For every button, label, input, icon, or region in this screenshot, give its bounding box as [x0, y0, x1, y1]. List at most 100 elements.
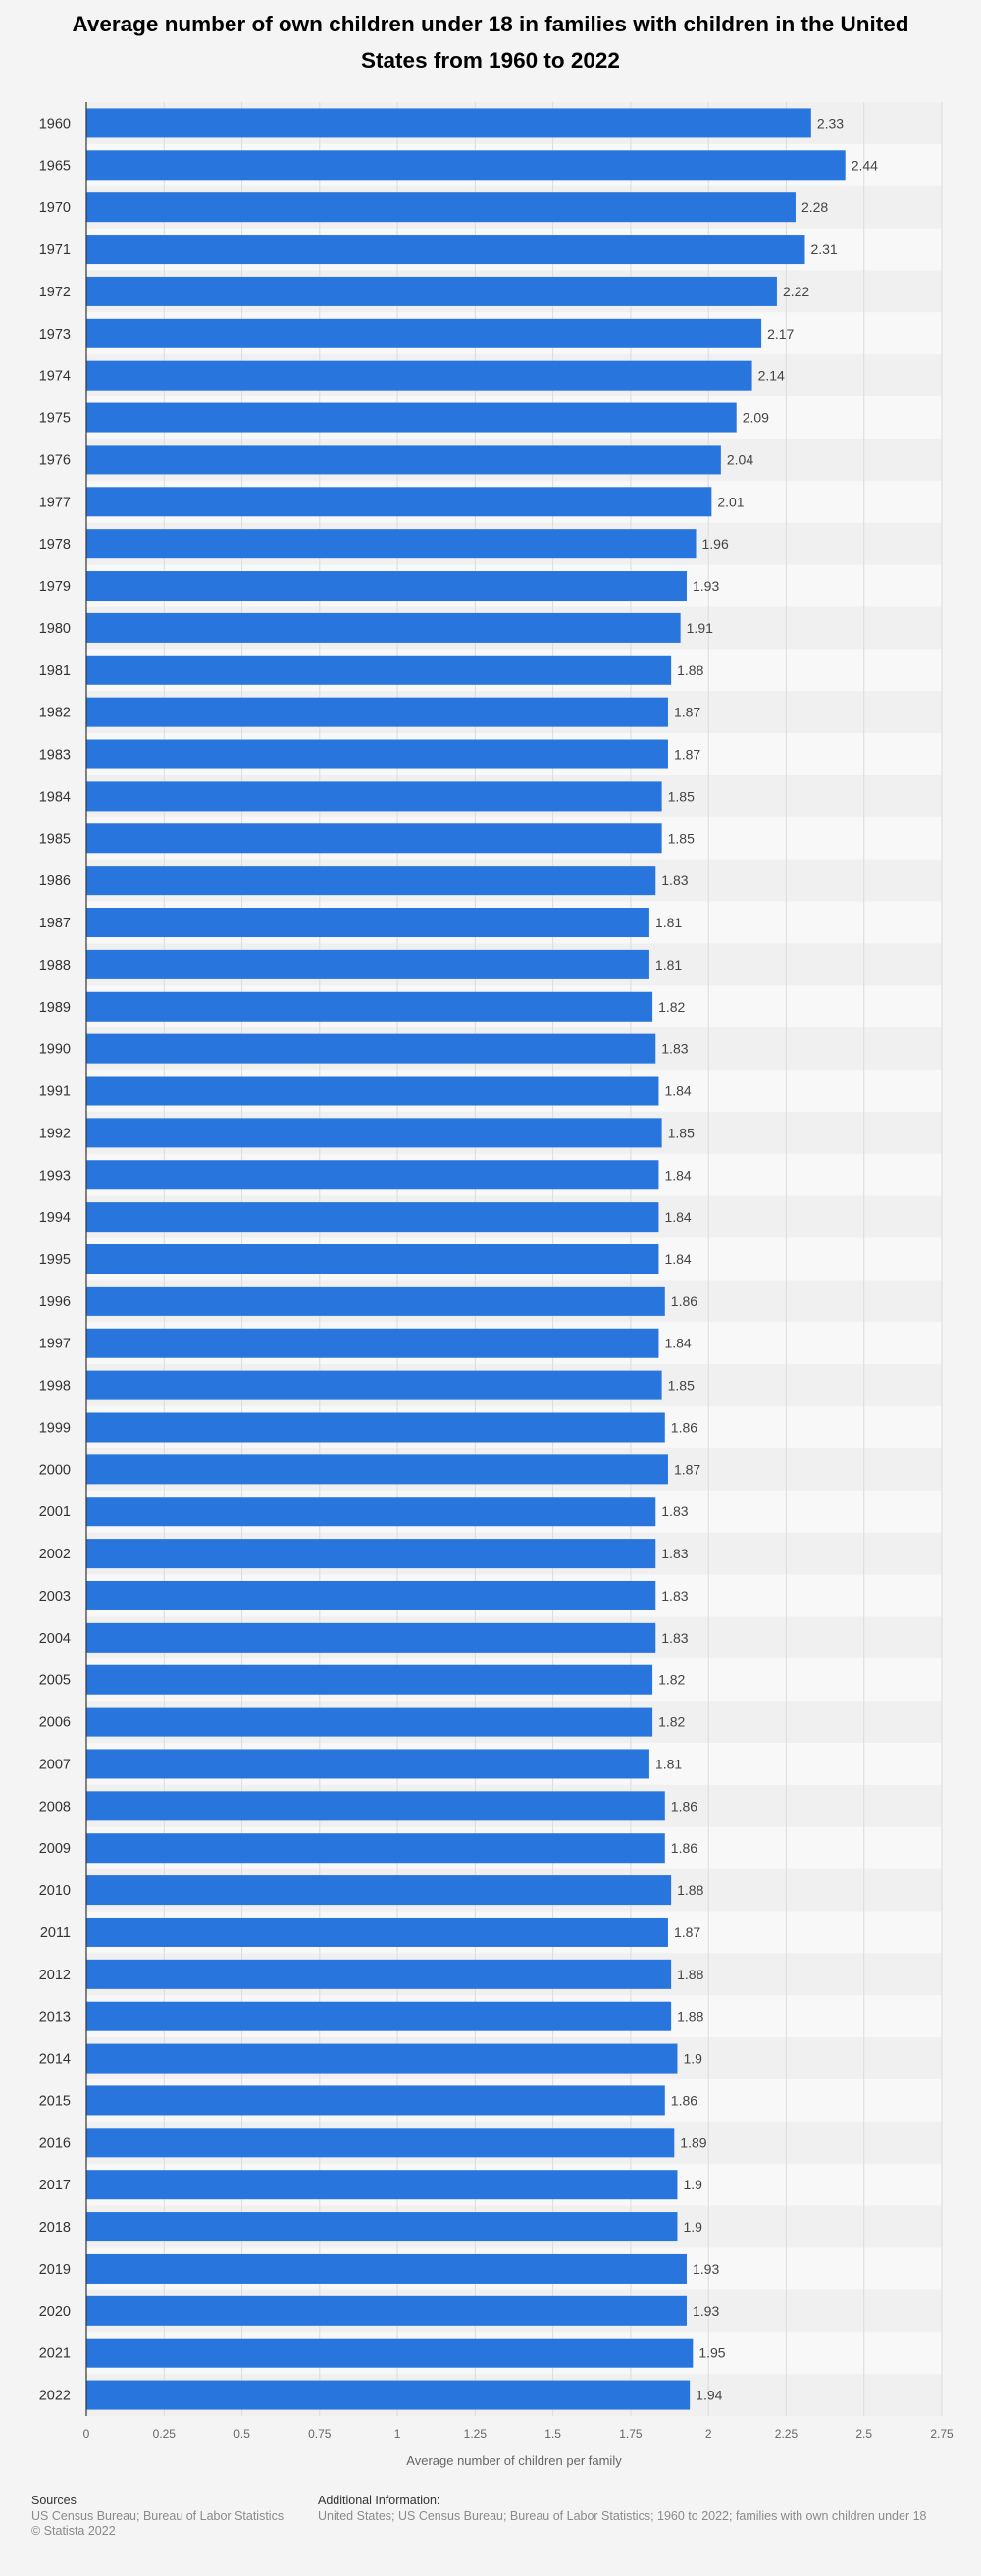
- value-label: 1.94: [696, 2388, 722, 2403]
- x-tick-labels: 0 0.25 0.5 0.75 1 1.25 1.5 1.75 2 2.25 2.5 2.75: [83, 2427, 954, 2441]
- value-label: 1.84: [664, 1209, 691, 1225]
- additional-info-text: United States; US Census Bureau; Bureau …: [318, 2508, 927, 2523]
- category-label: 2017: [39, 2178, 71, 2193]
- category-label: 2006: [39, 1715, 71, 1731]
- value-label: 1.9: [683, 2051, 702, 2067]
- copyright: © Statista 2022: [31, 2524, 116, 2538]
- bar: [86, 2128, 675, 2158]
- bar: [86, 1160, 659, 1190]
- value-label: 1.82: [658, 1714, 685, 1730]
- bar: [86, 1622, 656, 1653]
- value-label: 1.85: [668, 788, 695, 804]
- category-label: 2016: [39, 2135, 71, 2151]
- value-label: 1.83: [661, 1041, 688, 1057]
- bar: [86, 2295, 687, 2326]
- category-label: 1973: [39, 327, 71, 342]
- value-label: 1.88: [677, 662, 703, 678]
- value-label: 2.01: [717, 494, 744, 509]
- category-label: 1985: [39, 831, 71, 847]
- x-tick-label: 1.75: [619, 2427, 643, 2441]
- x-tick-label: 0.75: [308, 2427, 332, 2441]
- value-label: 2.22: [783, 284, 809, 299]
- bar: [86, 1833, 665, 1864]
- value-label: 1.9: [683, 2177, 702, 2192]
- bar: [86, 108, 811, 138]
- x-tick-label: 1: [394, 2427, 401, 2441]
- category-label: 2020: [39, 2304, 71, 2320]
- value-label: 1.81: [655, 1756, 682, 1771]
- footer-additional-info: Additional Information: United States; U…: [318, 2494, 927, 2524]
- value-label: 2.31: [810, 241, 837, 257]
- category-label: 1976: [39, 452, 71, 468]
- bar: [86, 739, 668, 769]
- chart-title: Average number of own children under 18 …: [72, 12, 909, 73]
- bar: [86, 1033, 656, 1064]
- category-label: 2019: [39, 2262, 71, 2278]
- category-label: 2007: [39, 1757, 71, 1772]
- category-label: 1977: [39, 495, 71, 510]
- bars: [86, 108, 846, 2410]
- category-label: 2001: [39, 1504, 71, 1520]
- value-label: 1.86: [671, 1419, 697, 1435]
- category-label: 1979: [39, 579, 71, 595]
- bar: [86, 571, 687, 602]
- category-label: 1971: [39, 242, 71, 258]
- bar: [86, 1286, 665, 1316]
- value-label: 1.83: [661, 1503, 688, 1519]
- bar: [86, 1412, 665, 1443]
- x-tick-label: 1.25: [464, 2427, 488, 2441]
- footer-sources: Sources US Census Bureau; Bureau of Labo…: [31, 2494, 284, 2540]
- category-label: 1996: [39, 1294, 71, 1310]
- value-label: 1.84: [664, 1336, 691, 1351]
- value-label: 2.17: [767, 326, 794, 342]
- bar: [86, 1664, 653, 1695]
- bar: [86, 1118, 662, 1148]
- category-label: 1986: [39, 873, 71, 889]
- bar: [86, 2338, 694, 2368]
- bar: [86, 1707, 653, 1737]
- value-label: 1.88: [677, 1882, 703, 1898]
- category-label: 1972: [39, 285, 71, 300]
- category-label: 1978: [39, 537, 71, 552]
- category-label: 2022: [39, 2389, 71, 2404]
- value-label: 1.89: [680, 2134, 706, 2150]
- bar: [86, 1539, 656, 1569]
- category-label: 1974: [39, 369, 71, 385]
- x-tick-label: 0.5: [233, 2427, 250, 2441]
- value-label: 1.83: [661, 1546, 688, 1561]
- category-label: 1999: [39, 1420, 71, 1436]
- category-label: 1995: [39, 1252, 71, 1268]
- bar: [86, 2380, 691, 2410]
- x-tick-label: 0: [83, 2427, 90, 2441]
- bar: [86, 445, 721, 475]
- value-label: 1.87: [674, 1461, 700, 1477]
- bar: [86, 192, 796, 223]
- value-label: 1.81: [655, 915, 682, 930]
- value-label: 1.82: [658, 1672, 685, 1688]
- value-label: 1.9: [683, 2219, 702, 2234]
- category-label: 2012: [39, 1968, 71, 1983]
- bar: [86, 823, 662, 854]
- value-label: 2.09: [743, 410, 769, 426]
- value-label: 1.93: [693, 2261, 719, 2277]
- additional-info-heading: Additional Information:: [318, 2494, 440, 2507]
- value-label: 2.28: [801, 199, 828, 215]
- value-label: 1.85: [668, 1378, 695, 1393]
- category-label: 2009: [39, 1841, 71, 1857]
- x-tick-label: 2: [705, 2427, 712, 2441]
- value-label: 1.96: [701, 536, 728, 552]
- value-label: 2.44: [852, 157, 878, 173]
- category-label: 1970: [39, 200, 71, 216]
- value-label: 1.81: [655, 957, 682, 973]
- bar: [86, 866, 656, 896]
- bar: [86, 949, 649, 979]
- category-label: 1993: [39, 1168, 71, 1183]
- bar: [86, 1497, 656, 1527]
- bar: [86, 1076, 659, 1106]
- category-label: 1980: [39, 621, 71, 637]
- value-label: 1.84: [664, 1167, 691, 1183]
- value-label: 1.87: [674, 1924, 700, 1940]
- category-label: 1987: [39, 916, 71, 931]
- bar: [86, 991, 653, 1022]
- value-label: 1.95: [698, 2345, 725, 2361]
